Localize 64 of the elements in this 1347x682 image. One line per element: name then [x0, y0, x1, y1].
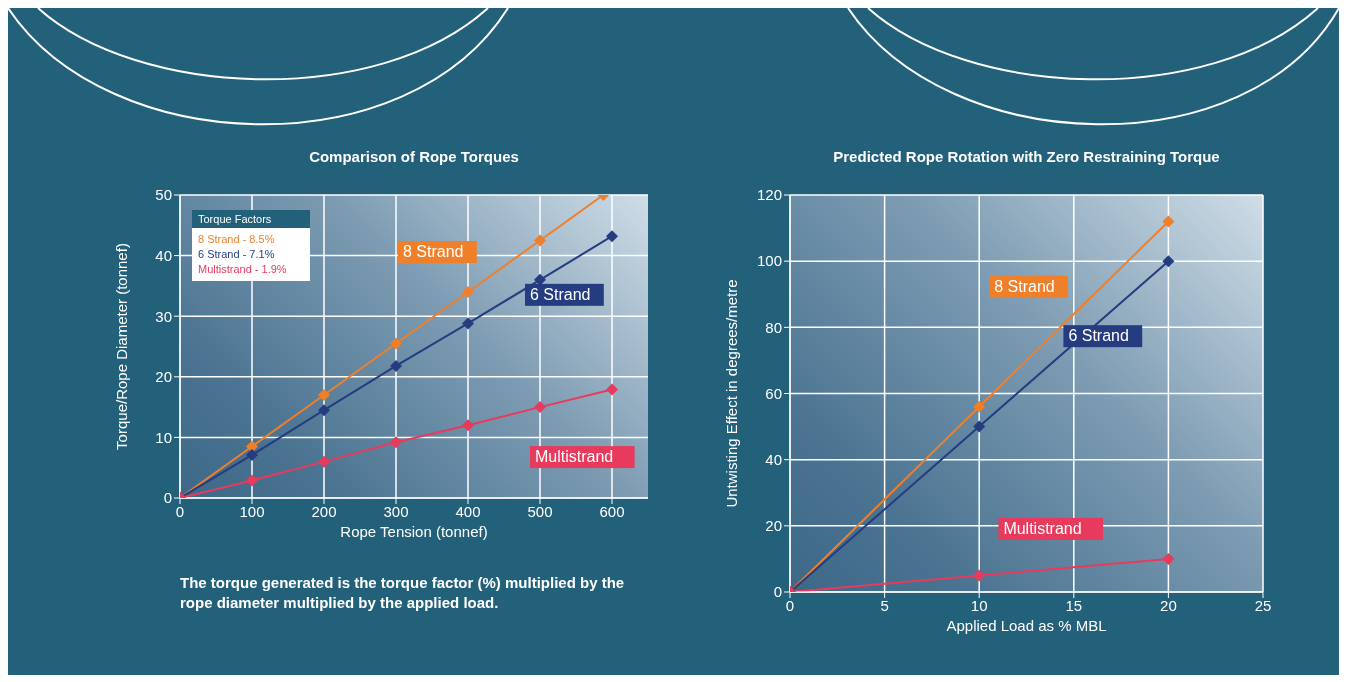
point [318, 404, 330, 417]
annotation: 8 Strand - 8.5% [198, 232, 276, 247]
x-tick-label: 500 [527, 502, 553, 520]
point [318, 455, 330, 468]
y-tick-label: 60 [765, 384, 782, 402]
y-tick-label: 10 [155, 428, 172, 446]
point [606, 230, 618, 243]
y-tick-label: 100 [756, 252, 782, 270]
y-tick-label: 20 [155, 368, 172, 386]
point [390, 359, 402, 372]
series-label: Multistrand [1003, 519, 1082, 537]
point [390, 436, 402, 449]
text: Multistrand [535, 448, 614, 466]
point [534, 234, 546, 247]
point [318, 388, 330, 401]
point [246, 448, 258, 461]
point [606, 383, 618, 396]
series-label: 8 Strand [994, 277, 1055, 295]
y-tick-label: 40 [765, 450, 782, 468]
x-tick-label: 15 [1065, 596, 1083, 614]
y-tick-label: 0 [163, 489, 172, 507]
point [1162, 215, 1175, 228]
x-tick-label: 400 [455, 502, 481, 520]
text: The torque generated is the torque factor (%) multiplied by the rope diameter multiplied by the applied load. [180, 573, 626, 613]
y-tick-label: 120 [756, 186, 782, 204]
point [973, 420, 986, 433]
series-label: 8 Strand [403, 242, 464, 260]
point [462, 419, 474, 432]
y-tick-label: 50 [155, 186, 172, 204]
point [246, 474, 258, 487]
point [390, 337, 402, 350]
x-tick-label: 300 [383, 502, 409, 520]
series-label: 6 Strand [530, 285, 591, 303]
y-axis-title: Torque/Rope Diameter (tonnef) [113, 243, 131, 450]
annotation: Multistrand - 1.9% [198, 262, 288, 277]
y-axis-title: Untwisting Effect in degrees/metre [723, 279, 741, 508]
series-label: 6 Strand [1068, 327, 1129, 345]
point [973, 400, 986, 413]
x-tick-label: 100 [239, 502, 265, 520]
point [1162, 552, 1175, 565]
x-axis-title: Applied Load as % MBL [946, 617, 1107, 634]
y-tick-label: 20 [765, 517, 782, 535]
chart-title: Predicted Rope Rotation with Zero Restraining Torque [832, 148, 1221, 165]
x-tick-label: 200 [311, 502, 337, 520]
x-tick-label: 0 [785, 596, 795, 614]
point [1162, 255, 1175, 268]
y-tick-label: 0 [773, 583, 782, 601]
x-tick-label: 600 [599, 502, 625, 520]
y-tick-label: 80 [765, 318, 782, 336]
chart-title: Comparison of Rope Torques [308, 148, 520, 165]
point [973, 569, 986, 582]
y-tick-label: 30 [155, 307, 172, 325]
y-tick-label: 40 [155, 246, 172, 264]
x-tick-label: 25 [1254, 596, 1272, 614]
x-tick-label: 20 [1160, 596, 1177, 614]
point [462, 285, 474, 298]
x-tick-label: 10 [970, 596, 988, 614]
point [534, 401, 546, 414]
point [462, 317, 474, 330]
annotation: 6 Strand - 7.1% [198, 247, 276, 262]
x-tick-label: 5 [880, 596, 889, 614]
x-tick-label: 0 [175, 502, 185, 520]
x-axis-title: Rope Tension (tonnef) [340, 523, 488, 540]
annotation: Torque Factors [192, 210, 310, 228]
